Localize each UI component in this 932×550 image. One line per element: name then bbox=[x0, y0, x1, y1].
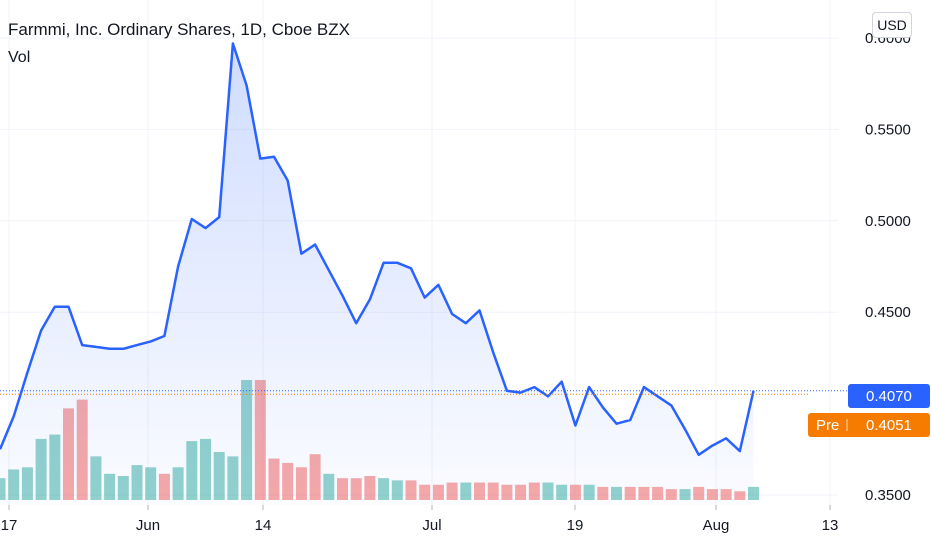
pre-market-tag: Pre 0.4051 bbox=[808, 413, 930, 437]
price-area bbox=[0, 42, 755, 505]
time-tick-label: Jun bbox=[136, 517, 160, 534]
chart-title: Farmmi, Inc. Ordinary Shares, 1D, Cboe B… bbox=[8, 20, 350, 39]
currency-button[interactable]: USD bbox=[872, 12, 912, 38]
last-price-value: 0.4070 bbox=[866, 388, 912, 405]
time-tick-label: 13 bbox=[822, 517, 839, 534]
pre-market-value: 0.4051 bbox=[866, 417, 912, 434]
last-price-dotted-lines bbox=[0, 390, 848, 395]
price-tick-label: 0.4500 bbox=[865, 304, 911, 321]
price-area-fill bbox=[0, 43, 754, 505]
pre-market-label: Pre bbox=[816, 417, 839, 434]
time-tick-label: 14 bbox=[255, 517, 272, 534]
time-tick-label: Aug bbox=[703, 517, 730, 534]
price-tick-label: 0.3500 bbox=[865, 487, 911, 504]
time-axis[interactable]: 17 Jun 14 Jul 19 Aug 13 bbox=[1, 505, 839, 534]
time-tick-label: 19 bbox=[567, 517, 584, 534]
price-tick-label: 0.5500 bbox=[865, 121, 911, 138]
price-tick-label: 0.5000 bbox=[865, 213, 911, 230]
price-line bbox=[0, 42, 755, 457]
time-tick-label: 17 bbox=[1, 517, 18, 534]
last-price-tag: 0.4070 bbox=[848, 384, 930, 408]
volume-label: Vol bbox=[8, 49, 31, 66]
time-tick-label: Jul bbox=[422, 517, 441, 534]
